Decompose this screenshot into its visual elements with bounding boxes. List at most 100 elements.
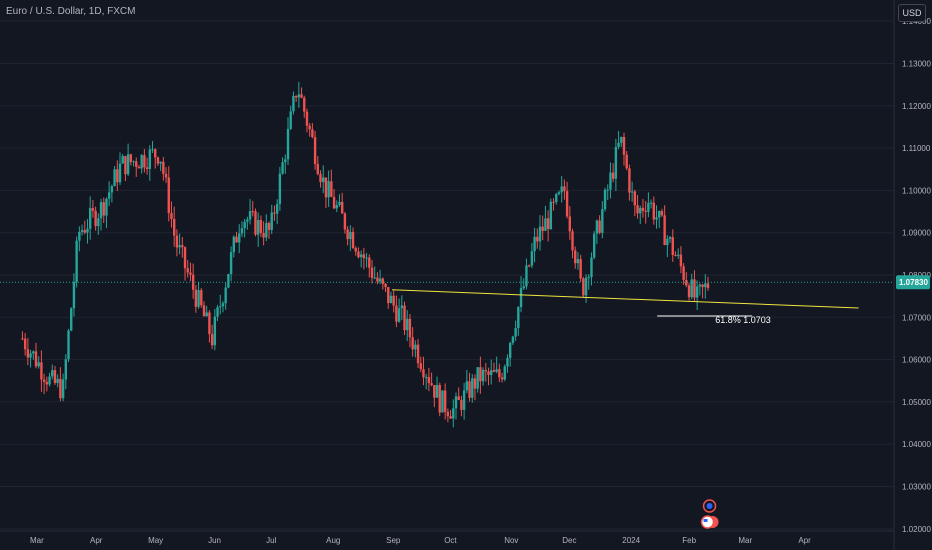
- candle-body: [519, 288, 523, 308]
- candle-body: [492, 370, 496, 372]
- candle-body: [45, 381, 49, 385]
- candle-body: [56, 378, 59, 383]
- candle-body: [286, 128, 290, 160]
- candle-body: [140, 155, 143, 169]
- candle-body: [452, 408, 455, 419]
- candle-body: [137, 166, 141, 169]
- candle-body: [105, 198, 108, 216]
- candle-body: [359, 254, 363, 258]
- candle-body: [473, 378, 477, 389]
- candle-body: [186, 268, 189, 273]
- candle-body: [189, 272, 192, 275]
- candle-body: [441, 390, 444, 413]
- candle-body: [563, 186, 566, 192]
- candle-body: [658, 210, 661, 218]
- candle-body: [51, 370, 54, 377]
- candle-body: [332, 196, 336, 209]
- candle-body: [91, 208, 95, 211]
- y-tick-label: 1.06000: [902, 356, 931, 365]
- candle-body: [330, 181, 333, 197]
- candle-body: [154, 149, 157, 158]
- candle-body: [706, 283, 710, 289]
- candle-body: [308, 125, 311, 130]
- y-tick-label: 1.05000: [902, 398, 931, 407]
- candle-body: [416, 344, 420, 364]
- x-tick-label: Sep: [386, 536, 401, 545]
- candle-body: [392, 295, 395, 306]
- candle-body: [156, 157, 160, 164]
- candle-body: [481, 369, 485, 382]
- candle-body: [424, 377, 428, 379]
- candle-body: [544, 218, 547, 231]
- candle-body: [248, 211, 252, 220]
- candle-body: [546, 218, 550, 230]
- candle-body: [655, 217, 658, 220]
- candle-body: [354, 248, 357, 252]
- candle-body: [384, 283, 387, 288]
- candle-body: [343, 213, 347, 230]
- candle-body: [238, 233, 241, 243]
- candle-body: [622, 136, 626, 155]
- candle-body: [387, 287, 390, 304]
- candle-body: [484, 369, 488, 372]
- candle-body: [536, 236, 539, 242]
- candle-body: [549, 201, 553, 230]
- candle-body: [460, 399, 463, 410]
- candle-body: [487, 371, 490, 375]
- candle-body: [110, 186, 114, 193]
- candle-body: [259, 220, 263, 233]
- candle-body: [219, 306, 222, 308]
- candle-body: [636, 205, 639, 214]
- candle-body: [433, 385, 436, 398]
- candle-body: [224, 287, 227, 304]
- candle-body: [99, 202, 103, 219]
- candle-body: [555, 193, 558, 203]
- candle-body: [503, 366, 506, 380]
- candle-body: [527, 265, 531, 267]
- candle-body: [316, 164, 320, 175]
- candle-body: [132, 161, 135, 163]
- candle-body: [408, 318, 412, 338]
- candle-body: [205, 312, 208, 317]
- candle-body: [579, 259, 582, 279]
- x-tick-label: Dec: [562, 536, 576, 545]
- candle-body: [113, 169, 116, 187]
- candle-body: [701, 284, 704, 288]
- candle-body: [303, 97, 306, 112]
- candle-body: [419, 363, 422, 370]
- candle-body: [576, 259, 580, 264]
- candle-body: [278, 173, 282, 205]
- candle-body: [135, 161, 138, 167]
- candle-body: [275, 204, 279, 214]
- candle-body: [75, 240, 78, 282]
- y-tick-label: 1.04000: [902, 440, 931, 449]
- candle-body: [522, 286, 525, 289]
- candle-body: [102, 202, 105, 216]
- candle-body: [663, 215, 666, 245]
- candle-body: [370, 267, 374, 278]
- candle-body: [362, 254, 366, 259]
- candle-body: [191, 274, 195, 290]
- x-tick-label: Jun: [208, 536, 221, 545]
- candle-body: [671, 237, 674, 255]
- candle-body: [666, 238, 669, 245]
- candle-body: [26, 349, 30, 358]
- candle-body: [695, 286, 699, 298]
- candle-body: [660, 210, 664, 216]
- candle-body: [262, 232, 265, 238]
- candle-body: [243, 221, 246, 229]
- y-tick-label: 1.07000: [902, 313, 931, 322]
- candle-body: [213, 316, 217, 346]
- candle-body: [145, 167, 149, 169]
- candle-body: [151, 149, 154, 151]
- candle-body: [687, 285, 691, 298]
- candle-body: [48, 376, 51, 385]
- currency-badge[interactable]: USD: [898, 4, 926, 22]
- candle-body: [80, 230, 84, 232]
- candle-body: [609, 172, 612, 190]
- candle-body: [194, 289, 198, 307]
- candle-body: [289, 111, 292, 129]
- candle-body: [118, 163, 122, 183]
